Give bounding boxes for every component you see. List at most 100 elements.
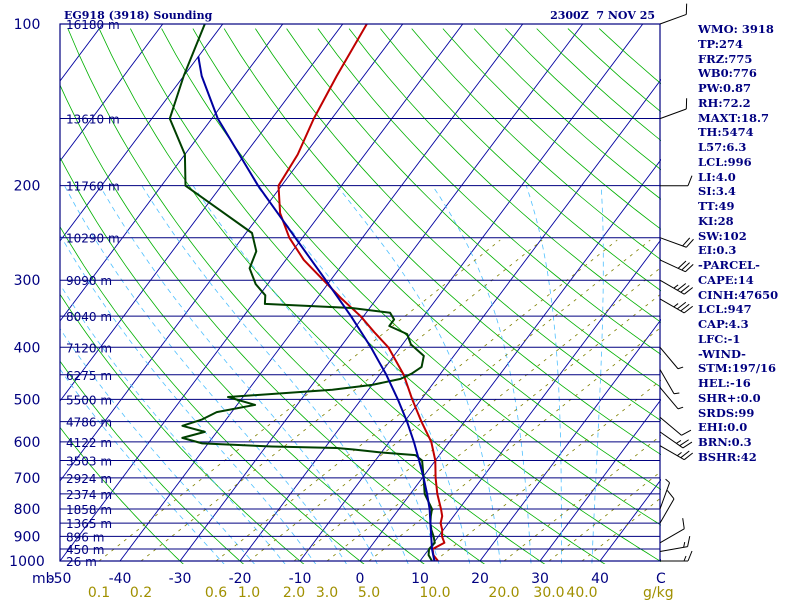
- wind-barb-flag: [666, 490, 675, 500]
- wind-barb-flag: [685, 238, 694, 248]
- pressure-unit-label: mb: [32, 571, 55, 587]
- index-line: BSHR:42: [698, 449, 757, 464]
- moist-adiabat-line: [60, 234, 317, 564]
- pressure-tick-label: 800: [14, 502, 41, 518]
- index-line: SW:102: [698, 228, 747, 243]
- chart-timestamp: 2300Z 7 NOV 25: [550, 9, 655, 22]
- pressure-tick-label: 900: [14, 529, 41, 545]
- dry-adiabat-line: [255, 28, 661, 422]
- wind-barb-staff: [659, 346, 679, 370]
- wind-barb-flag: [687, 175, 693, 186]
- index-line: CAPE:14: [698, 272, 754, 287]
- index-line: MAXT:18.7: [698, 110, 769, 125]
- mixing-ratio-tick-label: 0.1: [88, 585, 110, 600]
- height-label: 16180 m: [66, 18, 120, 32]
- dry-adiabat-line: [380, 28, 661, 292]
- height-label: 4122 m: [66, 436, 112, 450]
- temperature-tick-label: 10: [411, 571, 429, 587]
- index-line: SRDS:99: [698, 405, 755, 420]
- wind-barb: [660, 550, 693, 562]
- index-line: EI:0.3: [698, 243, 737, 258]
- index-line: LFC:-1: [698, 331, 741, 346]
- dry-adiabat-line: [130, 28, 661, 563]
- dry-adiabat-line: [192, 28, 661, 490]
- mixing-ratio-line: [293, 266, 661, 562]
- wind-barb: [659, 259, 694, 273]
- wind-barb-flag: [681, 262, 690, 271]
- index-line: TT:49: [698, 199, 735, 213]
- wind-barbs: [659, 3, 694, 562]
- wind-barb-staff: [659, 445, 685, 461]
- dry-adiabat-line: [60, 293, 305, 564]
- index-line: EHI:0.0: [698, 420, 748, 435]
- wind-barb-half-flag: [673, 284, 679, 289]
- wind-barb-flag: [679, 439, 689, 447]
- mixing-ratio-tick-label: 5.0: [358, 585, 380, 600]
- temperature-unit-label: C: [656, 571, 666, 587]
- temperature-tick-label: -50: [49, 571, 72, 587]
- index-line: BRN:0.3: [698, 435, 752, 449]
- height-label: 8040 m: [66, 310, 112, 324]
- wind-barb-flag: [682, 441, 693, 449]
- mixing-ratio-tick-label: 0.2: [130, 585, 152, 600]
- pressure-tick-label: 700: [14, 471, 41, 487]
- stability-index-panel: WMO: 3918 TP:274 FRZ:775 WB0:776 PW:0.87 RH:7…: [698, 22, 798, 465]
- mixing-ratio-line: [98, 239, 501, 562]
- chart-title: EG918 (3918) Sounding: [64, 9, 213, 22]
- index-line: LCL:996: [698, 154, 752, 169]
- mixing-ratio-line: [326, 293, 661, 562]
- wind-barb: [659, 535, 691, 552]
- index-line: TH:5474: [698, 125, 754, 140]
- wind-barb-staff: [659, 498, 675, 524]
- isotherm-line: [60, 23, 224, 242]
- dry-adiabat-line: [60, 360, 244, 564]
- moist-adiabat-line: [432, 185, 532, 564]
- mixing-ratio-line: [215, 239, 618, 562]
- wind-barb-staff: [659, 528, 685, 544]
- wind-barb-half-flag: [677, 451, 682, 457]
- series-parcel-line: [197, 56, 436, 562]
- height-label: 1365 m: [66, 517, 112, 531]
- dry-adiabat-line: [60, 156, 425, 564]
- wind-barb: [660, 175, 693, 187]
- index-line: WMO: 3918: [698, 22, 774, 36]
- wind-barb-half-flag: [673, 392, 680, 395]
- dry-adiabat-line: [60, 84, 486, 564]
- mixing-ratio-tick-label: 20.0: [488, 585, 519, 600]
- wind-barb-staff: [659, 108, 687, 120]
- mixing-ratio-tick-label: 30.0: [533, 585, 564, 600]
- pressure-tick-label: 300: [14, 273, 41, 289]
- wind-barb-staff: [659, 416, 682, 436]
- temperature-tick-label: -20: [229, 571, 252, 587]
- index-line: PW:0.87: [698, 81, 752, 95]
- wind-barb: [659, 298, 694, 314]
- wind-barb-half-flag: [683, 555, 687, 562]
- mixing-ratio-tick-label: 40.0: [566, 585, 597, 600]
- mixing-ratio-tick-label: 3.0: [316, 585, 338, 600]
- isotherm-line: [419, 238, 661, 562]
- dry-adiabat-line: [60, 426, 184, 564]
- height-label: 2374 m: [66, 488, 112, 502]
- wind-barb-flag: [680, 303, 690, 312]
- series-temperature-line: [277, 23, 446, 562]
- temperature-tick-label: 20: [471, 571, 489, 587]
- moist-adiabat-line: [591, 185, 604, 564]
- wind-barb-staff: [659, 546, 688, 552]
- dry-adiabat-line: [286, 28, 661, 388]
- height-label: 11760 m: [66, 180, 120, 194]
- wind-barb: [659, 346, 684, 370]
- height-label: 13610 m: [66, 113, 120, 127]
- wind-barb-flag: [682, 237, 691, 247]
- wind-barb-half-flag: [676, 440, 682, 444]
- dry-adiabat-line: [317, 28, 661, 355]
- mixing-ratio-tick-label: 10.0: [419, 585, 450, 600]
- moist-adiabat-line: [64, 185, 347, 564]
- index-line: L57:6.3: [698, 140, 747, 154]
- height-label: 5500 m: [66, 393, 112, 407]
- wind-barb-half-flag: [683, 541, 686, 548]
- mixing-ratio-unit-label: g/kg: [643, 585, 674, 600]
- pressure-tick-label: 500: [14, 392, 41, 408]
- height-label: 9090 m: [66, 274, 112, 288]
